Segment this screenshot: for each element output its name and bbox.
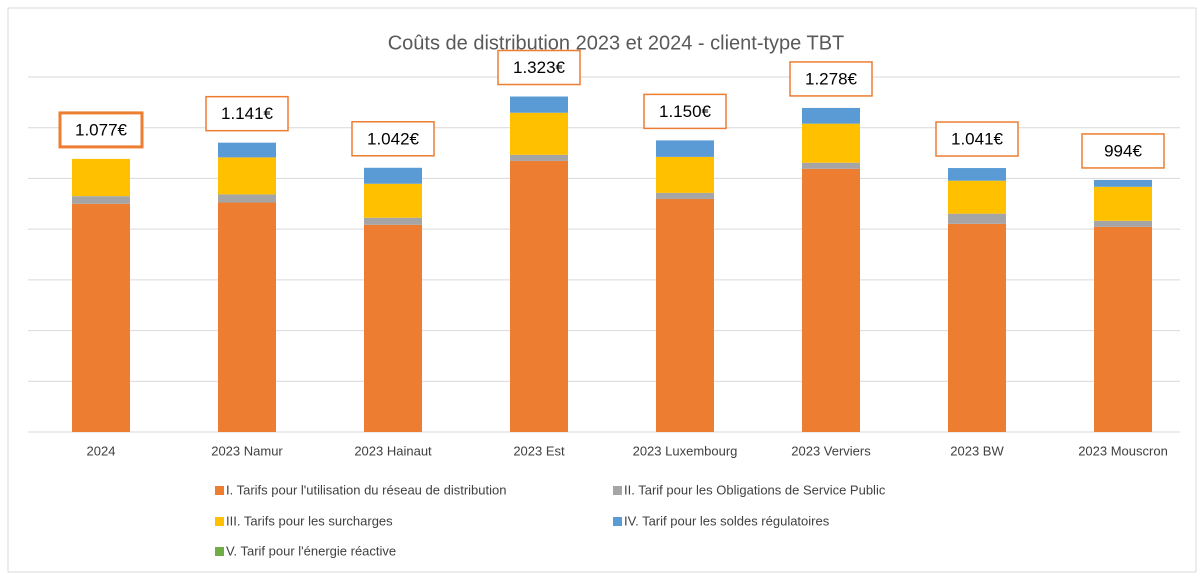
bar-segment [72,196,130,204]
bar-segment [218,142,276,158]
bar-segment [656,156,714,193]
x-tick-label: 2023 Hainaut [354,443,432,458]
bar-segment [364,167,422,184]
legend-label: III. Tarifs pour les surcharges [226,513,393,528]
bar-segment [948,180,1006,214]
total-label: 1.278€ [805,69,858,88]
bar-segment [948,213,1006,224]
bar-segment [656,198,714,432]
total-label-box [643,93,727,130]
bar-segment [802,107,860,124]
bar-segment [1094,226,1152,432]
x-tick-label: 2023 Namur [211,443,283,458]
chart-title: Coûts de distribution 2023 et 2024 - cli… [388,32,845,54]
x-tick-label: 2023 Verviers [791,443,871,458]
total-label: 1.323€ [513,58,566,77]
total-label-box [1081,133,1165,169]
total-label-box [58,111,144,149]
bar-segment [510,154,568,161]
legend-label: II. Tarif pour les Obligations de Servic… [624,482,886,497]
legend-swatch [613,486,622,495]
legend-swatch [215,486,224,495]
legend-label: V. Tarif pour l'énergie réactive [226,543,396,558]
total-label: 1.042€ [367,129,420,148]
total-label-box [205,95,289,132]
total-label-box [789,61,873,97]
bar-segment [948,223,1006,432]
total-label: 994€ [1104,141,1142,160]
legend-swatch [215,517,224,526]
bar-segment [1094,179,1152,187]
bar-segment [218,202,276,432]
bar-segment [948,168,1006,181]
total-label-box [351,121,435,157]
bar-segment [802,162,860,169]
bar-segment [72,203,130,432]
total-label-box [935,121,1019,157]
bar-segment [802,168,860,433]
bar-segment [364,224,422,432]
bar-segment [364,183,422,218]
x-tick-label: 2023 BW [950,443,1004,458]
bar-segment [1094,186,1152,221]
legend-label: I. Tarifs pour l'utilisation du réseau d… [226,482,506,497]
bar-segment [510,112,568,155]
legend-swatch [215,547,224,556]
bar-segment [218,157,276,195]
bar-segment [218,194,276,203]
bar-segment [72,158,130,197]
total-label: 1.077€ [75,120,128,139]
bar-segment [510,160,568,433]
total-label: 1.041€ [951,130,1004,149]
x-tick-label: 2023 Luxembourg [633,443,738,458]
legend-label: IV. Tarif pour les soldes régulatoires [624,513,830,528]
legend-swatch [613,517,622,526]
total-label: 1.150€ [659,102,712,121]
x-tick-label: 2023 Mouscron [1078,443,1168,458]
chart-border [7,7,1197,573]
bar-segment [1094,220,1152,227]
x-tick-label: 2023 Est [513,443,565,458]
bar-segment [510,96,568,113]
total-label-box [497,49,581,86]
x-tick-label: 2024 [87,443,116,458]
total-label: 1.141€ [221,104,274,123]
bar-segment [802,123,860,163]
bar-segment [656,140,714,157]
bar-segment [656,192,714,199]
bar-segment [364,217,422,225]
